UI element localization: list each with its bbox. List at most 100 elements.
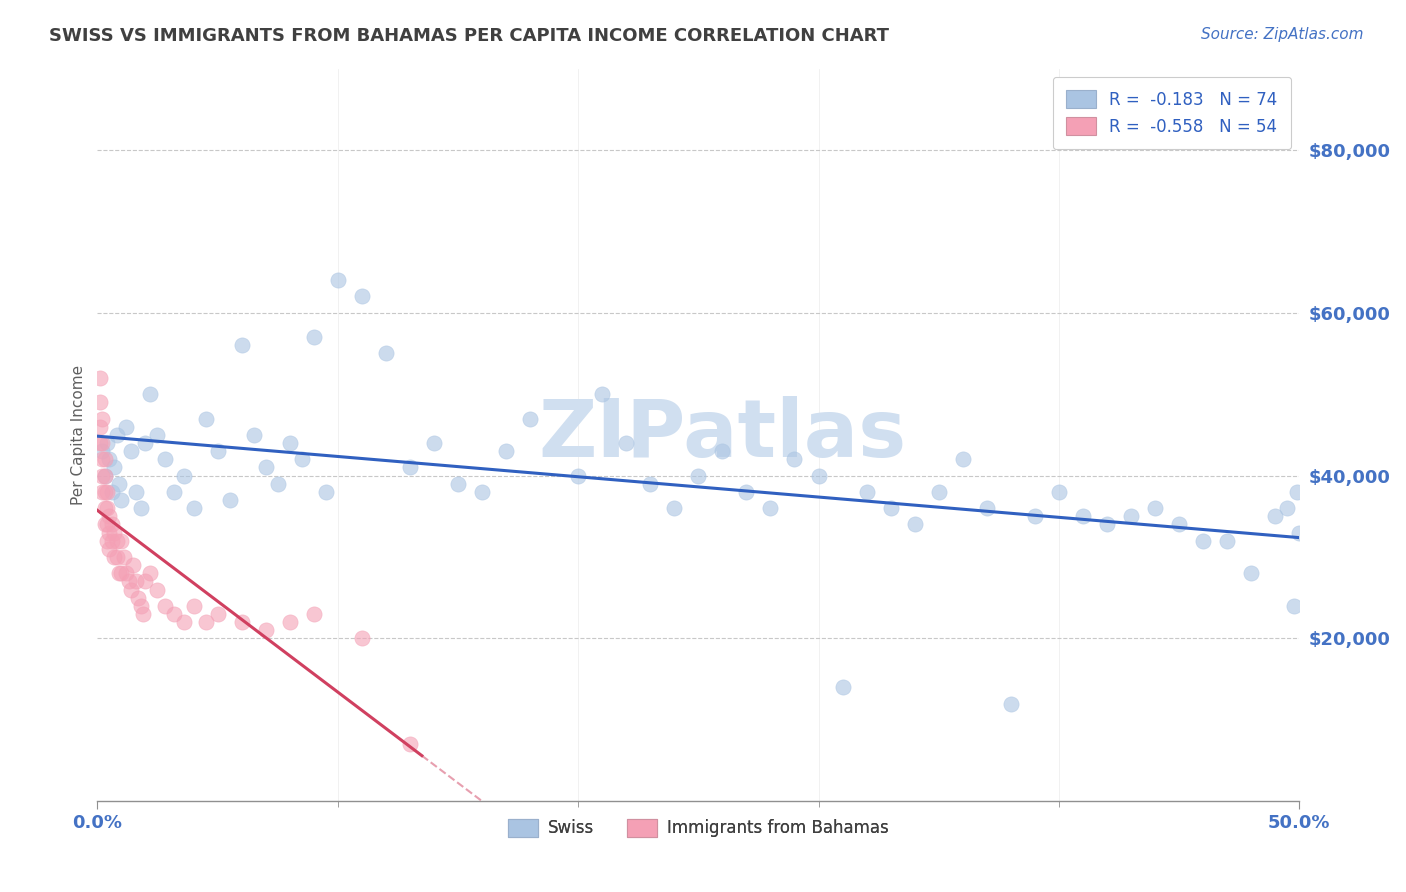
Point [125,484,148,499]
Point [112,549,135,564]
Point [326,273,349,287]
Point [129,501,152,516]
Point [591,387,613,401]
Point [93,468,115,483]
Point [108,566,131,581]
Point [103,549,125,564]
Point [93,501,115,516]
Point [110,493,132,508]
Point [183,599,205,613]
Point [807,468,830,483]
Point [291,452,314,467]
Point [117,574,139,589]
Point [879,501,901,516]
Point [139,387,162,401]
Point [1168,517,1191,532]
Point [254,460,277,475]
Point [1284,599,1306,613]
Point [1192,533,1215,548]
Point [96,533,118,548]
Point [103,460,125,475]
Text: ZIPatlas: ZIPatlas [538,396,907,474]
Point [110,533,132,548]
Point [183,501,205,516]
Point [91,436,114,450]
Point [98,452,121,467]
Point [1071,509,1094,524]
Point [399,737,422,751]
Point [153,599,176,613]
Point [207,444,229,458]
Point [266,476,288,491]
Legend: Swiss, Immigrants from Bahamas: Swiss, Immigrants from Bahamas [501,812,896,844]
Point [567,468,589,483]
Point [218,493,240,508]
Point [98,509,121,524]
Text: SWISS VS IMMIGRANTS FROM BAHAMAS PER CAPITA INCOME CORRELATION CHART: SWISS VS IMMIGRANTS FROM BAHAMAS PER CAP… [49,27,889,45]
Point [519,411,541,425]
Point [91,444,114,458]
Point [242,428,264,442]
Point [91,468,114,483]
Point [1285,484,1308,499]
Point [278,615,301,629]
Y-axis label: Per Capita Income: Per Capita Income [72,365,86,505]
Point [952,452,974,467]
Point [89,436,111,450]
Point [89,419,111,434]
Point [1264,509,1286,524]
Point [146,428,169,442]
Point [1277,501,1299,516]
Point [96,501,118,516]
Point [100,517,122,532]
Point [98,541,121,556]
Point [100,484,122,499]
Point [91,452,114,467]
Point [350,632,373,646]
Point [93,484,115,499]
Point [110,566,132,581]
Point [96,517,118,532]
Point [1288,525,1310,540]
Point [93,468,115,483]
Point [1024,509,1046,524]
Point [120,444,142,458]
Point [254,624,277,638]
Point [664,501,686,516]
Point [1144,501,1167,516]
Point [134,574,156,589]
Point [1119,509,1142,524]
Point [423,436,446,450]
Point [125,574,148,589]
Point [91,484,114,499]
Point [783,452,806,467]
Point [105,549,128,564]
Point [831,680,853,694]
Point [115,566,138,581]
Point [1000,697,1022,711]
Point [302,330,325,344]
Text: Source: ZipAtlas.com: Source: ZipAtlas.com [1201,27,1364,42]
Point [100,533,122,548]
Point [1095,517,1118,532]
Point [93,517,115,532]
Point [976,501,998,516]
Point [153,452,176,467]
Point [1047,484,1070,499]
Point [163,484,186,499]
Point [129,599,152,613]
Point [471,484,494,499]
Point [115,419,138,434]
Point [132,607,155,621]
Point [91,411,114,425]
Point [1216,533,1239,548]
Point [89,395,111,409]
Point [711,444,734,458]
Point [278,436,301,450]
Point [105,428,128,442]
Point [231,615,253,629]
Point [194,615,217,629]
Point [688,468,710,483]
Point [194,411,217,425]
Point [350,289,373,303]
